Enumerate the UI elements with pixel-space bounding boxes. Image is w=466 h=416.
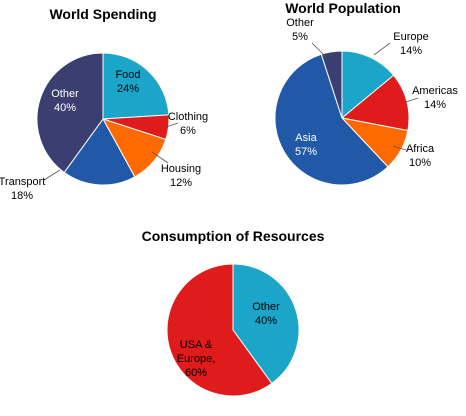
world-spending-leader-housing xyxy=(151,151,169,164)
world-population-label-africa: Africa 10% xyxy=(406,143,435,169)
world-population-label-europe: Europe 14% xyxy=(393,31,428,57)
consumption-of-resources-label-usa-europe: USA & Europe, 60% xyxy=(177,339,216,379)
world-population-leader-other xyxy=(311,42,327,58)
world-population-title: World Population xyxy=(285,0,401,16)
world-spending-label-transport: Transport 18% xyxy=(0,176,45,202)
consumption-of-resources-slice-other xyxy=(232,263,300,385)
world-spending-chart: World Spending Food 24% Clothing 6% Housing 12… xyxy=(0,6,208,202)
world-spending-slice-other xyxy=(36,52,104,174)
world-spending-label-clothing: Clothing 6% xyxy=(168,111,208,137)
world-population-label-other: Other 5% xyxy=(286,17,314,43)
world-spending-slice-transport xyxy=(63,118,136,186)
world-spending-label-other: Other 40% xyxy=(51,88,79,114)
world-spending-leader-transport xyxy=(43,169,61,181)
world-population-slice-europe xyxy=(341,50,395,120)
world-spending-label-food: Food 24% xyxy=(115,69,140,95)
world-population-label-asia: Asia 57% xyxy=(295,132,318,158)
world-population-leader-europe xyxy=(373,42,391,56)
world-population-label-americas: Americas 14% xyxy=(412,85,458,111)
world-spending-label-housing: Housing 12% xyxy=(161,163,201,189)
consumption-of-resources-label-other: Other 40% xyxy=(252,301,280,327)
consumption-of-resources-chart: Consumption of Resources Other 40% USA & Eur… xyxy=(142,228,325,397)
world-population-slice-other xyxy=(320,50,343,119)
world-spending-slice-food xyxy=(102,52,170,120)
world-population-leader-africa xyxy=(392,145,407,151)
world-population-chart: World Population Europe 14% Americas 14% Afri… xyxy=(274,0,458,186)
world-spending-leader-clothing xyxy=(165,122,179,128)
world-population-leader-americas xyxy=(405,97,419,103)
world-spending-title: World Spending xyxy=(49,6,156,22)
consumption-of-resources-title: Consumption of Resources xyxy=(142,228,325,244)
world-population-slice-asia xyxy=(274,53,389,186)
consumption-of-resources-slice-usa-europe xyxy=(166,263,273,397)
